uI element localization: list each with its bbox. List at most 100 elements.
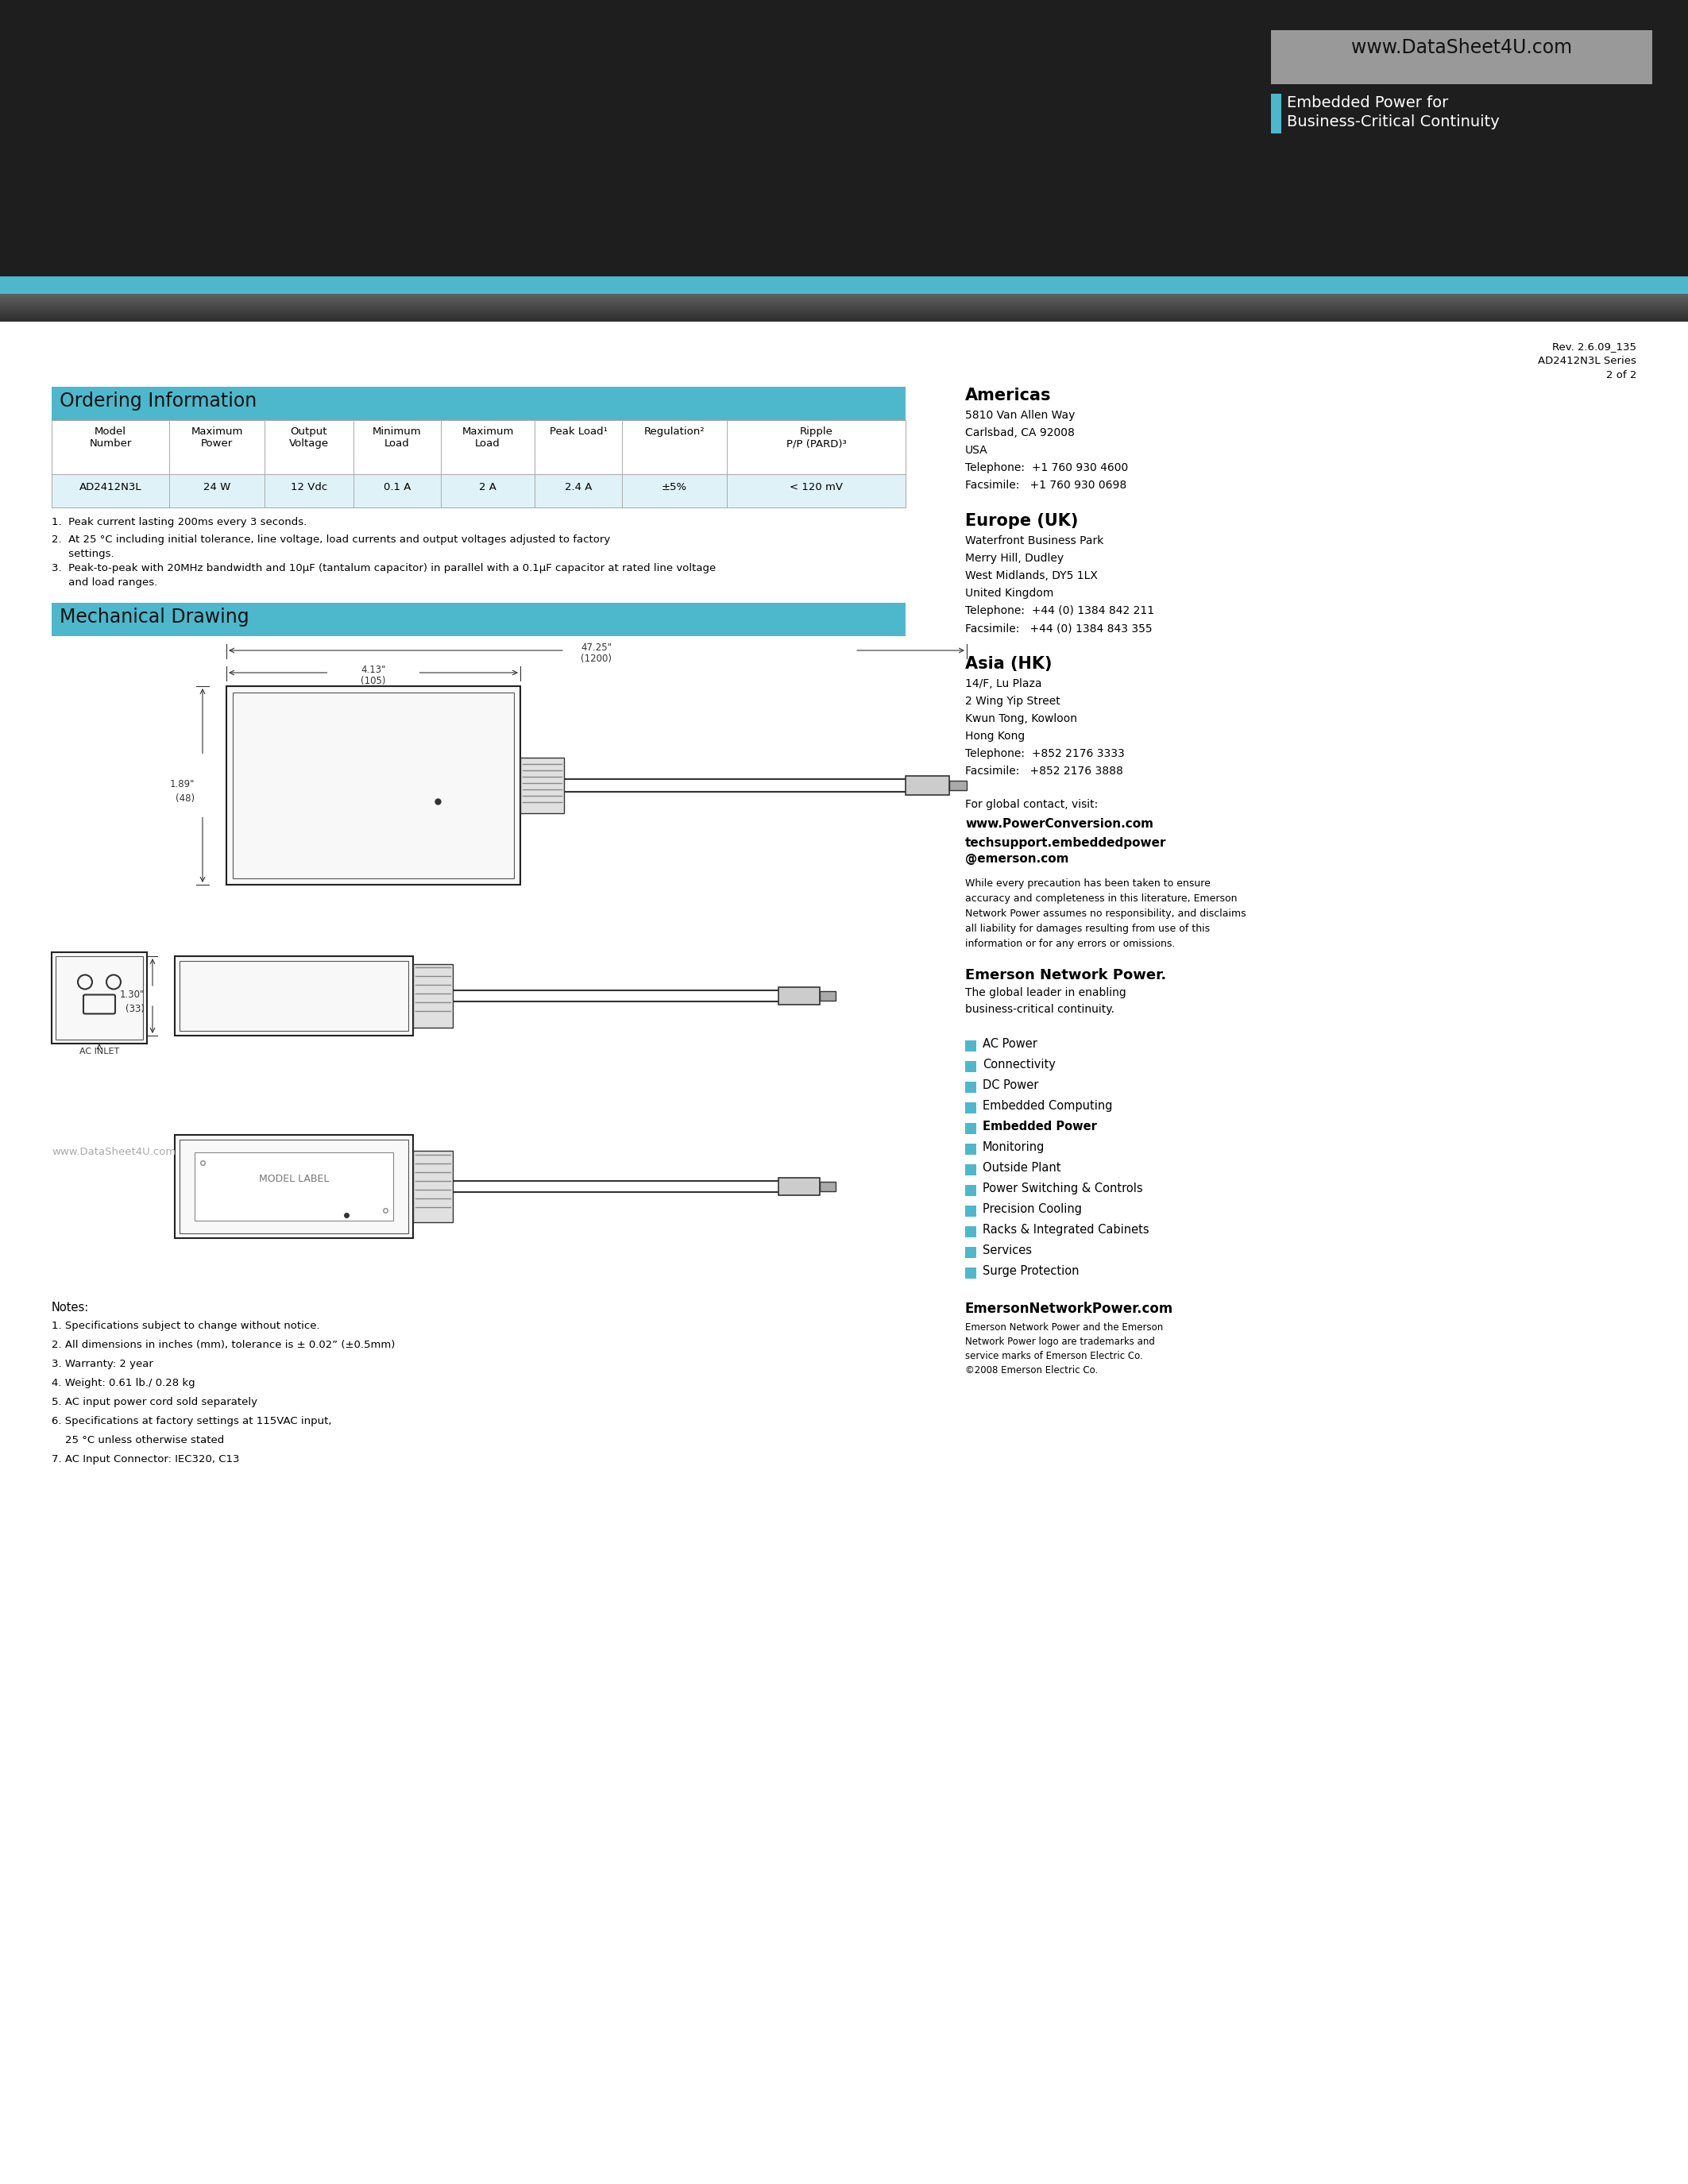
Bar [966, 1225, 976, 1238]
Text: For global contact, visit:: For global contact, visit: [966, 799, 1097, 810]
Text: ©2008 Emerson Electric Co.: ©2008 Emerson Electric Co. [966, 1365, 1097, 1376]
Bar [233, 692, 513, 878]
Text: 2 of 2: 2 of 2 [1605, 369, 1636, 380]
Text: Network Power assumes no responsibility, and disclaims: Network Power assumes no responsibility,… [966, 909, 1246, 919]
Bar [52, 603, 905, 636]
Text: Telephone:  +852 2176 3333: Telephone: +852 2176 3333 [966, 749, 1124, 760]
Text: United Kingdom: United Kingdom [966, 587, 1053, 598]
Bar [56, 957, 143, 1040]
Text: Power Switching & Controls: Power Switching & Controls [982, 1182, 1143, 1195]
Text: Ripple
P/P (PARD)³: Ripple P/P (PARD)³ [787, 426, 846, 448]
Bar [414, 963, 452, 1029]
Text: accuracy and completeness in this literature, Emerson: accuracy and completeness in this litera… [966, 893, 1237, 904]
Text: Output
Voltage: Output Voltage [289, 426, 329, 448]
Text: 5810 Van Allen Way: 5810 Van Allen Way [966, 411, 1075, 422]
Bar [778, 987, 820, 1005]
Bar [52, 952, 147, 1044]
Text: settings.: settings. [52, 548, 115, 559]
Text: Maximum
Power: Maximum Power [191, 426, 243, 448]
Bar [520, 758, 564, 812]
Bar [820, 1182, 836, 1190]
Text: Peak Load¹: Peak Load¹ [549, 426, 608, 437]
Text: (1200): (1200) [581, 653, 613, 664]
Bar [966, 1103, 976, 1114]
Text: Precision Cooling: Precision Cooling [982, 1203, 1082, 1214]
Bar [176, 1136, 414, 1238]
Bar [0, 328, 1688, 2184]
Bar [966, 1081, 976, 1092]
Text: Surge Protection: Surge Protection [982, 1265, 1079, 1278]
Text: Facsimile:   +1 760 930 0698: Facsimile: +1 760 930 0698 [966, 480, 1126, 491]
Bar [179, 1140, 408, 1234]
Bar [52, 419, 905, 474]
Text: Merry Hill, Dudley: Merry Hill, Dudley [966, 553, 1063, 563]
Text: Asia (HK): Asia (HK) [966, 655, 1052, 673]
Text: 2.  At 25 °C including initial tolerance, line voltage, load currents and output: 2. At 25 °C including initial tolerance,… [52, 535, 611, 544]
Text: 2. All dimensions in inches (mm), tolerance is ± 0.02” (±0.5mm): 2. All dimensions in inches (mm), tolera… [52, 1339, 395, 1350]
Text: Minimum
Load: Minimum Load [373, 426, 422, 448]
Text: 1.89": 1.89" [169, 780, 194, 788]
Text: Waterfront Business Park: Waterfront Business Park [966, 535, 1104, 546]
Text: AC INLET: AC INLET [79, 1048, 120, 1055]
Text: 24 W: 24 W [203, 483, 231, 491]
Text: 1. Specifications subject to change without notice.: 1. Specifications subject to change with… [52, 1321, 319, 1330]
Text: < 120 mV: < 120 mV [790, 483, 842, 491]
Text: Model
Number: Model Number [89, 426, 132, 448]
Text: 3.  Peak-to-peak with 20MHz bandwidth and 10μF (tantalum capacitor) in parallel : 3. Peak-to-peak with 20MHz bandwidth and… [52, 563, 716, 574]
Text: AD2412N3L: AD2412N3L [79, 483, 142, 491]
Text: www.DataSheet4U.com: www.DataSheet4U.com [1350, 37, 1572, 57]
Text: @emerson.com: @emerson.com [966, 854, 1069, 865]
Text: Embedded Computing: Embedded Computing [982, 1101, 1112, 1112]
Text: Facsimile:   +44 (0) 1384 843 355: Facsimile: +44 (0) 1384 843 355 [966, 622, 1153, 633]
Bar [966, 1186, 976, 1197]
Text: and load ranges.: and load ranges. [52, 577, 157, 587]
Bar [1271, 94, 1281, 133]
Text: www.PowerConversion.com: www.PowerConversion.com [966, 819, 1153, 830]
Text: Emerson Network Power.: Emerson Network Power. [966, 968, 1166, 983]
Bar [778, 1177, 820, 1195]
Text: ±5%: ±5% [662, 483, 687, 491]
Text: 7. AC Input Connector: IEC320, C13: 7. AC Input Connector: IEC320, C13 [52, 1455, 240, 1465]
Text: Americas: Americas [966, 387, 1052, 404]
Text: Kwun Tong, Kowloon: Kwun Tong, Kowloon [966, 714, 1077, 725]
Bar [966, 1144, 976, 1155]
Text: techsupport.embeddedpower: techsupport.embeddedpower [966, 836, 1166, 850]
Text: Ordering Information: Ordering Information [59, 391, 257, 411]
Text: West Midlands, DY5 1LX: West Midlands, DY5 1LX [966, 570, 1097, 581]
Text: 47.25": 47.25" [581, 642, 613, 653]
Bar [179, 961, 408, 1031]
Text: 2.4 A: 2.4 A [564, 483, 592, 491]
Bar [966, 1267, 976, 1278]
Text: 1.  Peak current lasting 200ms every 3 seconds.: 1. Peak current lasting 200ms every 3 se… [52, 518, 307, 526]
Text: Mechanical Drawing: Mechanical Drawing [59, 607, 250, 627]
Text: 25 °C unless otherwise stated: 25 °C unless otherwise stated [52, 1435, 225, 1446]
Bar [0, 277, 1688, 295]
Text: Europe (UK): Europe (UK) [966, 513, 1079, 529]
Bar [966, 1061, 976, 1072]
Text: Regulation²: Regulation² [645, 426, 706, 437]
Bar [966, 1164, 976, 1175]
Bar [194, 1153, 393, 1221]
Text: 6. Specifications at factory settings at 115VAC input,: 6. Specifications at factory settings at… [52, 1415, 331, 1426]
Text: 2 A: 2 A [479, 483, 496, 491]
Text: 2 Wing Yip Street: 2 Wing Yip Street [966, 697, 1060, 708]
Text: business-critical continuity.: business-critical continuity. [966, 1005, 1114, 1016]
Text: Notes:: Notes: [52, 1302, 89, 1313]
Text: Embedded Power: Embedded Power [982, 1120, 1097, 1133]
Bar [820, 992, 836, 1000]
Text: DC Power: DC Power [982, 1079, 1038, 1092]
Bar [966, 1247, 976, 1258]
Bar [52, 474, 905, 507]
Text: Rev. 2.6.09_135: Rev. 2.6.09_135 [1553, 341, 1636, 352]
Text: Hong Kong: Hong Kong [966, 732, 1025, 743]
Text: 12 Vdc: 12 Vdc [290, 483, 327, 491]
Text: 14/F, Lu Plaza: 14/F, Lu Plaza [966, 679, 1041, 690]
Text: Network Power logo are trademarks and: Network Power logo are trademarks and [966, 1337, 1155, 1348]
Text: information or for any errors or omissions.: information or for any errors or omissio… [966, 939, 1175, 950]
Text: Monitoring: Monitoring [982, 1142, 1045, 1153]
Bar [52, 387, 905, 419]
Text: The global leader in enabling: The global leader in enabling [966, 987, 1126, 998]
Text: Racks & Integrated Cabinets: Racks & Integrated Cabinets [982, 1223, 1150, 1236]
Bar [414, 1151, 452, 1223]
Text: Maximum
Load: Maximum Load [463, 426, 513, 448]
